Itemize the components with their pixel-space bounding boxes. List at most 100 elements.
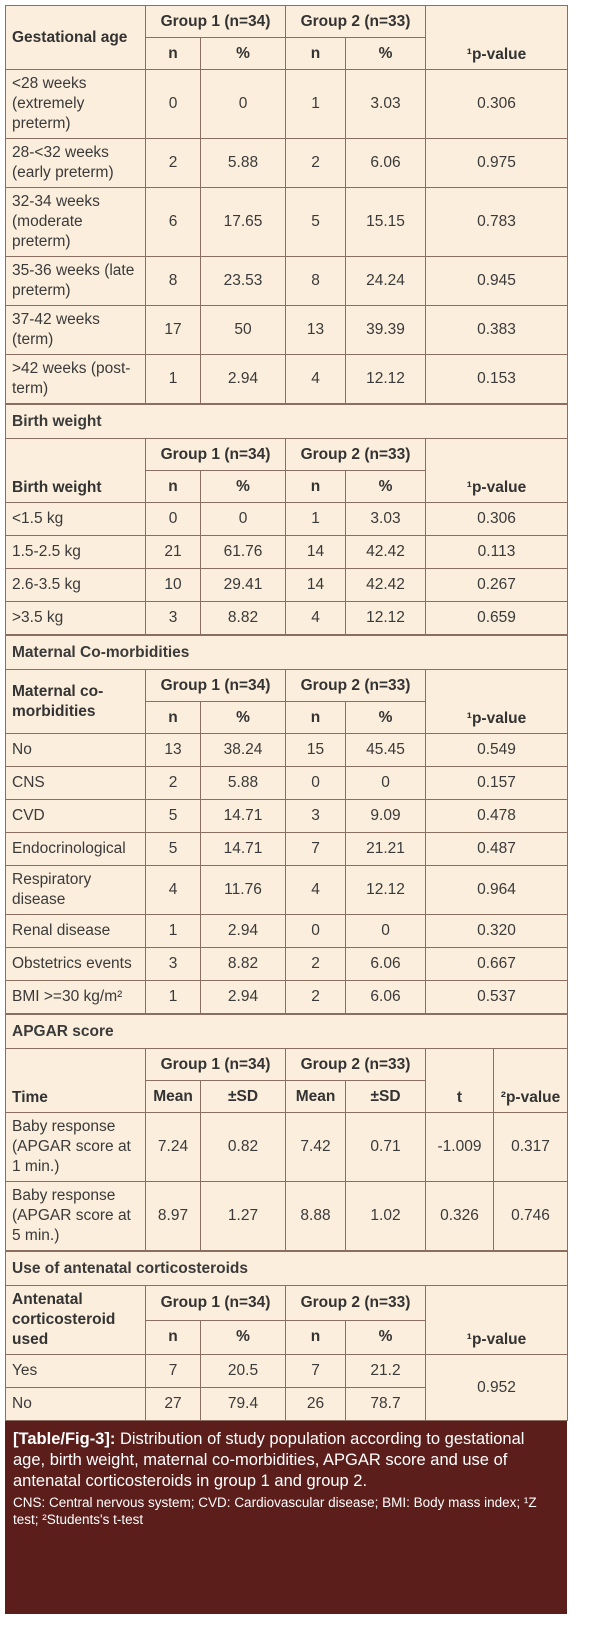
group-header: Group 1 (n=34) (145, 669, 286, 702)
cell: 0 (145, 69, 201, 139)
cell: 8.82 (200, 947, 286, 981)
cell: 9.09 (345, 799, 426, 833)
cell: 0.783 (425, 187, 568, 257)
cell: 2.94 (200, 354, 286, 404)
subheader: % (345, 470, 426, 503)
group-header: Group 2 (n=33) (285, 1048, 426, 1081)
subheader-row: n% n% (6, 701, 568, 734)
cell: 7 (285, 832, 346, 866)
cell: 3.03 (345, 502, 426, 536)
p-header: ¹p-value (424, 1285, 569, 1355)
cell: 79.4 (200, 1387, 286, 1421)
cell: 0.306 (425, 69, 568, 139)
t-header: t (425, 1048, 494, 1113)
row-label: Respiratory disease (5, 865, 146, 915)
cell: 8 (285, 256, 346, 306)
cell: 42.42 (345, 535, 426, 569)
subheader: % (345, 1319, 426, 1355)
cell: 0 (345, 766, 426, 800)
group-header: Group 1 (n=34) (145, 438, 286, 471)
cell: 42.42 (345, 568, 426, 602)
data-row: 37-42 weeks (term) 17 50 13 39.39 0.383 (5, 305, 568, 355)
cell: 21.21 (345, 832, 426, 866)
data-row: Obstetrics events 3 8.82 2 6.06 0.667 (5, 947, 569, 981)
cell: 0 (285, 766, 346, 800)
cell: 6.06 (345, 980, 426, 1014)
row-label: Yes (5, 1354, 146, 1388)
subheader: n (285, 470, 346, 503)
shared-p-value: 0.952 (424, 1354, 569, 1421)
cell: 2 (285, 138, 346, 188)
cell: 14 (285, 535, 346, 569)
data-table: APGAR score Time Group 1 (n=34) Group 2 (n=… (4, 1014, 569, 1251)
subheader-row: n% n% (6, 1319, 568, 1355)
row-label: 32-34 weeks (moderate preterm) (5, 187, 146, 257)
row-label: 35-36 weeks (late preterm) (5, 256, 146, 306)
data-row: BMI >=30 kg/m² 1 2.94 2 6.06 0.537 (5, 980, 569, 1014)
subheader: % (200, 701, 286, 734)
data-row: 2.6-3.5 kg 10 29.41 14 42.42 0.267 (5, 568, 568, 602)
cell: 12.12 (345, 865, 426, 915)
cell: 1.27 (200, 1181, 286, 1251)
row-label: CVD (5, 799, 146, 833)
subheader: n (285, 701, 346, 734)
header-label: Gestational age (5, 5, 146, 70)
cell: 0.549 (424, 733, 569, 767)
row-label: Endocrinological (5, 832, 146, 866)
subheader: n (145, 37, 201, 70)
header-row: Maternal co-morbidities Group 1 (n=34) Gro… (5, 669, 569, 734)
row-label: Baby response (APGAR score at 1 min.) (5, 1112, 146, 1182)
cell: 0.306 (425, 502, 568, 536)
data-row: CVD 5 14.71 3 9.09 0.478 (5, 799, 569, 833)
row-label: No (5, 733, 146, 767)
data-row: No 13 38.24 15 45.45 0.549 (5, 733, 569, 767)
row-label: 1.5-2.5 kg (5, 535, 146, 569)
cell: 1.02 (345, 1181, 426, 1251)
data-table: Maternal Co-morbidities Maternal co-morbi… (4, 635, 569, 1014)
tables: Gestational age Group 1 (n=34) Group 2 (n=… (4, 5, 569, 1421)
cell: 29.41 (200, 568, 286, 602)
p-header: ¹p-value (425, 5, 568, 70)
section-title: APGAR score (4, 1014, 569, 1049)
cell: 3 (285, 799, 346, 833)
cell: 8 (145, 256, 201, 306)
cell: 14 (285, 568, 346, 602)
cell: 14.71 (200, 832, 286, 866)
cell: 7 (145, 1354, 201, 1388)
cell: 0.537 (424, 980, 569, 1014)
cell: 0.317 (492, 1112, 569, 1182)
header-row: Gestational age Group 1 (n=34) Group 2 (n=… (5, 5, 568, 70)
cell: 5.88 (200, 766, 286, 800)
cell: 23.53 (200, 256, 286, 306)
group-header: Group 2 (n=33) (285, 1285, 426, 1321)
subheader: % (345, 701, 426, 734)
cell: 5 (285, 187, 346, 257)
group-header: Group 1 (n=34) (145, 5, 286, 38)
data-row: Yes 7 20.5 7 21.2 0.952 (5, 1354, 569, 1421)
data-row: >3.5 kg 3 8.82 4 12.12 0.659 (5, 601, 568, 635)
data-row: >42 weeks (post-term) 1 2.94 4 12.12 0.153 (5, 354, 568, 404)
cell: 7.42 (285, 1112, 346, 1182)
cell: 4 (285, 865, 346, 915)
cell: 2 (145, 766, 201, 800)
section-title: Birth weight (5, 404, 568, 439)
cell: 5 (145, 799, 201, 833)
subheader: ±SD (345, 1080, 426, 1113)
cell: 4 (285, 601, 346, 635)
cell: 38.24 (200, 733, 286, 767)
section-title: Use of antenatal corticosteroids (4, 1251, 569, 1286)
subheader: % (200, 37, 286, 70)
cell: 3.03 (345, 69, 426, 139)
subheader: % (200, 470, 286, 503)
cell: 0.945 (425, 256, 568, 306)
header-row: Birth weight Group 1 (n=34) Group 2 (n=33)… (5, 438, 568, 503)
table-container: Gestational age Group 1 (n=34) Group 2 (n=… (4, 5, 569, 1614)
row-label: No (5, 1387, 146, 1421)
caption-text: Distribution of study population accordi… (13, 1430, 525, 1490)
row-label: BMI >=30 kg/m² (5, 980, 146, 1014)
group-header: Group 2 (n=33) (285, 5, 426, 38)
cell: 0.487 (424, 832, 569, 866)
cell: 27 (145, 1387, 201, 1421)
section-title-row: Birth weight (5, 404, 568, 439)
row-label: 2.6-3.5 kg (5, 568, 146, 602)
